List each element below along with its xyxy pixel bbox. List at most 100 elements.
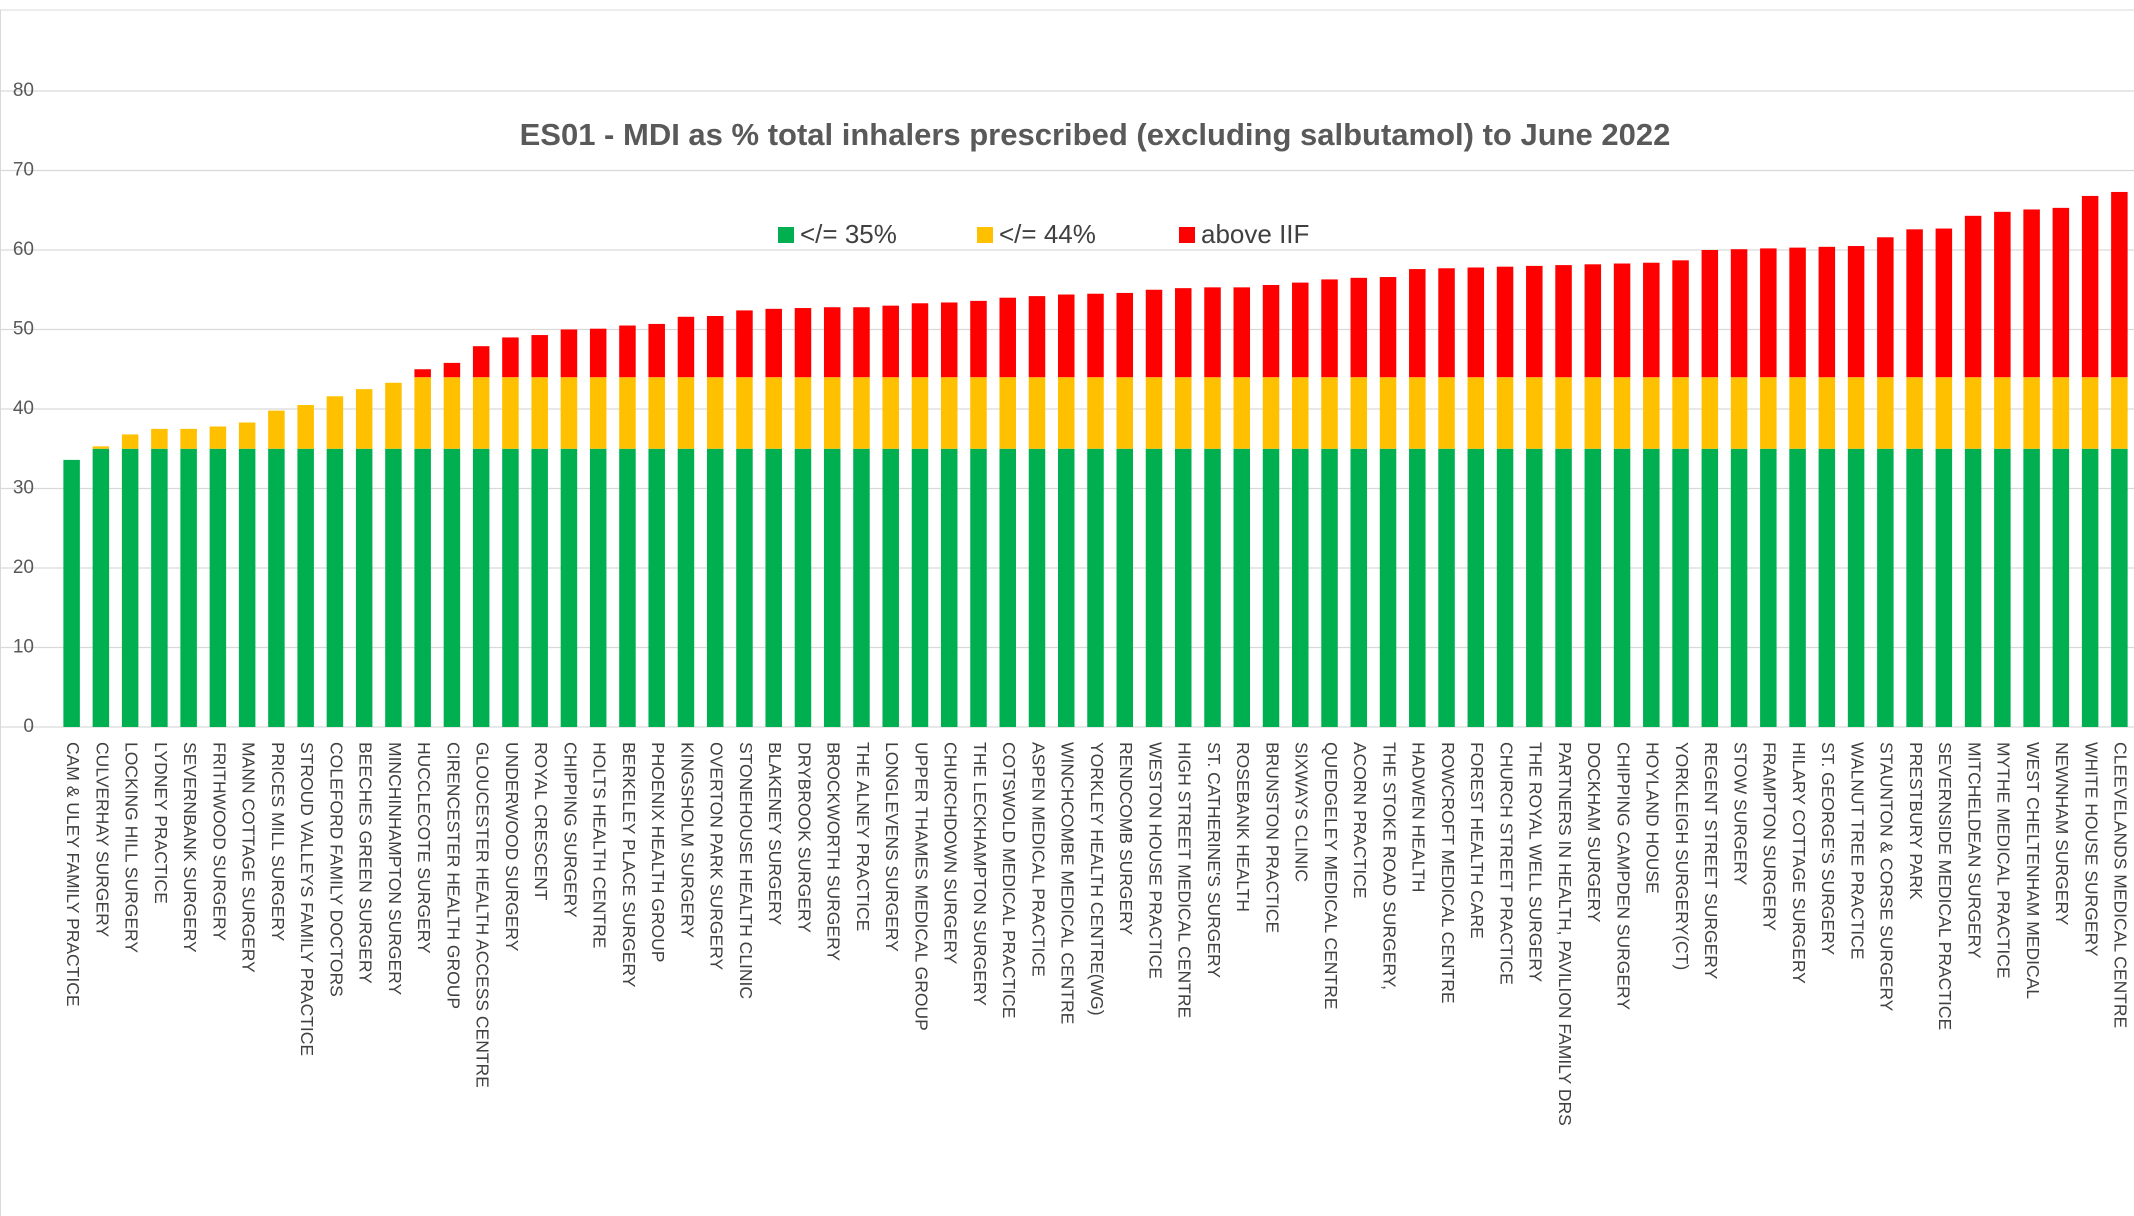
x-tick-label: FRITHWOOD SURGERY	[209, 742, 229, 941]
bar-segment	[794, 448, 812, 727]
bar-segment	[1584, 377, 1602, 449]
x-tick-label: STOW SURGERY	[1730, 742, 1750, 886]
x-tick-label: WHITE HOUSE SURGERY	[2081, 742, 2101, 957]
bar-segment	[1877, 377, 1894, 449]
bar-segment	[1935, 377, 1953, 449]
bar-segment	[2081, 195, 2099, 378]
bar-segment	[1087, 293, 1104, 378]
bar-segment	[1292, 282, 1309, 378]
bar-segment	[823, 307, 841, 378]
bar-segment	[1116, 292, 1134, 378]
x-tick-label: WESTON HOUSE PRACTICE	[1145, 742, 1165, 979]
bar-segment	[648, 323, 665, 378]
bar-segment	[765, 377, 782, 449]
bar-segment	[1292, 448, 1309, 727]
bar-segment	[1877, 448, 1894, 727]
bar-segment	[1467, 448, 1485, 727]
bar-segment	[911, 303, 929, 378]
bar-segment	[1964, 215, 1982, 378]
bar-segment	[502, 337, 519, 378]
bar-segment	[443, 448, 461, 727]
x-tick-label: HUCCLECOTE SURGERY	[414, 742, 434, 954]
bar-segment	[1292, 377, 1309, 449]
bar-segment	[1233, 287, 1251, 378]
y-tick-label: 30	[13, 478, 34, 499]
x-tick-label: BLAKENEY SURGERY	[765, 742, 785, 926]
bar-segment	[297, 448, 314, 727]
bar-segment	[414, 369, 431, 378]
x-tick-label: ST. GEORGE'S SURGERY	[1818, 742, 1838, 955]
x-tick-label: UPPER THAMES MEDICAL GROUP	[911, 742, 931, 1031]
bar-segment	[853, 448, 870, 727]
bar-segment	[1057, 448, 1075, 727]
bar-segment	[882, 305, 899, 378]
bar-segment	[1350, 448, 1368, 727]
bar-segment	[648, 377, 665, 449]
bar-segment	[1175, 377, 1192, 449]
legend-swatch	[778, 227, 794, 243]
x-tick-label: BROCKWORTH SURGERY	[824, 742, 844, 961]
bar-segment	[560, 329, 578, 378]
bar-segment	[121, 448, 139, 727]
bar-segment	[1204, 287, 1221, 378]
bar-segment	[268, 448, 285, 727]
bar-segment	[1672, 377, 1689, 449]
bar-segment	[531, 335, 548, 378]
x-tick-label: NEWNHAM SURGERY	[2052, 742, 2072, 926]
x-tick-label: THE LECKHAMPTON SURGERY	[970, 742, 990, 1006]
x-tick-label: CIRENCESTER HEALTH GROUP	[443, 742, 463, 1009]
x-tick-label: HILARY COTTAGE SURGERY	[1789, 742, 1809, 984]
bar-segment	[794, 308, 812, 378]
bar-segment	[443, 362, 461, 378]
legend-label: </= 44%	[999, 219, 1096, 249]
bar-segment	[297, 405, 314, 449]
bar-segment	[940, 448, 958, 727]
bar-segment	[1496, 266, 1514, 378]
x-tick-label: CHURCHDOWN SURGERY	[941, 742, 961, 965]
bar-segment	[209, 448, 227, 727]
bar-segment	[1379, 377, 1397, 449]
x-tick-label: RENDCOMB SURGERY	[1116, 742, 1136, 936]
bar-segment	[1613, 377, 1631, 449]
bar-segment	[1175, 448, 1192, 727]
bar-segment	[1321, 377, 1338, 449]
bar-segment	[1847, 448, 1865, 727]
x-tick-label: CLEEVELANDS MEDICAL CENTRE	[2111, 742, 2131, 1028]
bar-segment	[1964, 448, 1982, 727]
chart-frame	[0, 9, 2134, 1216]
x-tick-label: MANN COTTAGE SURGERY	[239, 742, 259, 973]
bar-segment	[736, 377, 753, 449]
bar-segment	[209, 426, 227, 449]
x-tick-label: CULVERHAY SURGERY	[92, 742, 112, 937]
x-tick-label: LONGLEVENS SURGERY	[882, 742, 902, 952]
bar-segment	[999, 377, 1016, 449]
legend-swatch	[1179, 227, 1195, 243]
bar-segment	[472, 346, 490, 378]
x-tick-label: MINCHINHAMPTON SURGERY	[385, 742, 405, 995]
bar-segment	[1116, 448, 1134, 727]
bar-segment	[2023, 209, 2040, 378]
x-tick-label: HOLTS HEALTH CENTRE	[590, 742, 610, 948]
bar-segment	[1555, 377, 1572, 449]
y-tick-label: 0	[23, 716, 34, 737]
x-tick-label: CHIPPING CAMPDEN SURGERY	[1613, 742, 1633, 1010]
bar-segment	[1906, 229, 1923, 378]
bar-segment	[385, 382, 402, 449]
y-tick-label: 60	[13, 239, 34, 260]
bar-segment	[1555, 448, 1572, 727]
bar-segment	[619, 377, 636, 449]
x-tick-label: LOCKING HILL SURGERY	[122, 742, 142, 953]
bar-segment	[1175, 288, 1192, 378]
bar-segment	[1730, 377, 1748, 449]
x-tick-label: FOREST HEALTH CARE	[1467, 742, 1487, 939]
x-tick-label: STROUD VALLEYS FAMILY PRACTICE	[297, 742, 317, 1056]
x-tick-label: PRESTBURY PARK	[1906, 742, 1926, 900]
bar-segment	[2081, 448, 2099, 727]
bar-segment	[911, 448, 929, 727]
x-tick-label: YORKLEIGH SURGERY(CT)	[1672, 742, 1692, 970]
bar-segment	[1964, 377, 1982, 449]
bar-segment	[999, 448, 1016, 727]
bar-segment	[1789, 247, 1806, 378]
bar-segment	[1789, 377, 1806, 449]
bar-segment	[1994, 377, 2011, 449]
